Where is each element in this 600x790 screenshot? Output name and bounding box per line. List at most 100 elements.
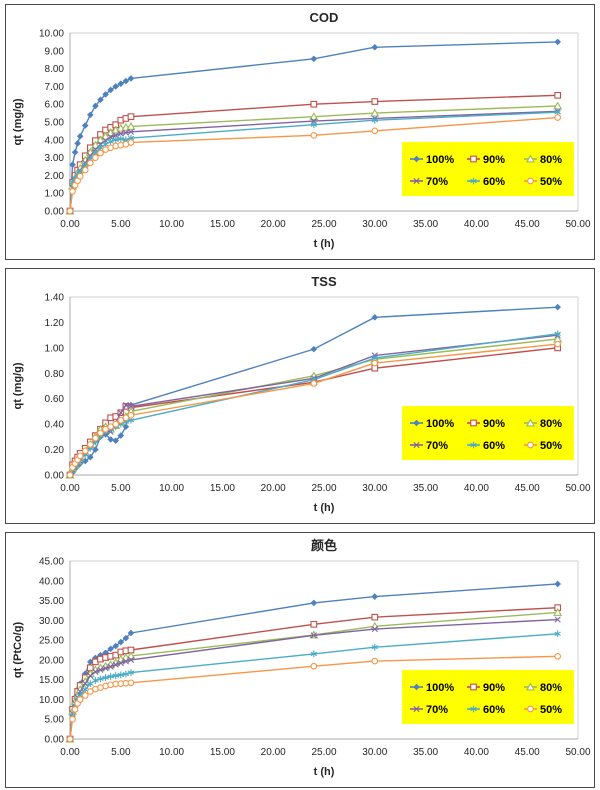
y-tick-label: 0.20 bbox=[45, 445, 65, 456]
legend-label: 50% bbox=[540, 440, 562, 452]
x-tick-label: 5.00 bbox=[111, 483, 131, 494]
x-tick-label: 35.00 bbox=[413, 219, 438, 230]
y-tick-label: 0.60 bbox=[45, 394, 65, 405]
y-tick-label: 0.80 bbox=[45, 369, 65, 380]
y-tick-label: 0.00 bbox=[45, 207, 65, 218]
y-tick-label: 15.00 bbox=[39, 675, 64, 686]
x-tick-label: 20.00 bbox=[261, 747, 286, 758]
x-tick-label: 50.00 bbox=[565, 483, 590, 494]
x-tick-label: 10.00 bbox=[159, 747, 184, 758]
x-tick-label: 5.00 bbox=[111, 747, 131, 758]
x-axis-title: t (h) bbox=[314, 238, 335, 250]
legend-label: 80% bbox=[540, 418, 562, 430]
x-tick-label: 10.00 bbox=[159, 219, 184, 230]
x-tick-label: 0.00 bbox=[60, 747, 80, 758]
y-tick-label: 1.00 bbox=[45, 189, 65, 200]
legend-item-80pct: 80% bbox=[524, 418, 562, 430]
x-tick-label: 20.00 bbox=[261, 483, 286, 494]
series-50pct bbox=[66, 340, 562, 479]
chart-legend: 100% 90% 80% 70% 60% 50% bbox=[402, 670, 574, 724]
y-axis-title: qt (mg/g) bbox=[12, 362, 24, 409]
y-tick-label: 5.00 bbox=[45, 118, 65, 129]
chart-panel-color: 颜色 0.00 5.00 10.00 15.00 20.00 25.00 30.00 35.00… bbox=[5, 532, 595, 788]
legend-item-60pct: 60% bbox=[467, 440, 505, 452]
x-axis-title: t (h) bbox=[314, 502, 335, 514]
y-tick-label: 0.00 bbox=[45, 471, 65, 482]
legend-label: 100% bbox=[426, 418, 454, 430]
x-tick-label: 25.00 bbox=[311, 219, 336, 230]
plot-border bbox=[70, 560, 579, 739]
x-tick-label: 0.00 bbox=[60, 219, 80, 230]
legend-item-90pct: 90% bbox=[467, 418, 505, 430]
x-tick-label: 50.00 bbox=[565, 747, 590, 758]
y-tick-label: 10.00 bbox=[39, 695, 64, 706]
y-axis-title: qt (PtCo/g) bbox=[12, 622, 24, 679]
series-50pct bbox=[66, 114, 562, 215]
y-axis-title: qt (mg/g) bbox=[12, 98, 24, 145]
y-tick-label: 1.40 bbox=[45, 293, 65, 304]
color-chart: 颜色 0.00 5.00 10.00 15.00 20.00 25.00 30.00 35.00… bbox=[12, 538, 591, 778]
x-tick-label: 25.00 bbox=[311, 747, 336, 758]
legend-label: 90% bbox=[483, 154, 505, 166]
legend-item-100pct: 100% bbox=[410, 418, 454, 430]
x-tick-label: 40.00 bbox=[464, 747, 489, 758]
chart-legend: 100% 90% 80% 70% 60% 50% bbox=[402, 406, 574, 460]
y-tick-label: 6.00 bbox=[45, 100, 65, 111]
x-tick-label: 25.00 bbox=[311, 483, 336, 494]
y-tick-label: 35.00 bbox=[39, 596, 64, 607]
legend-label: 90% bbox=[483, 682, 505, 694]
x-tick-label: 40.00 bbox=[464, 219, 489, 230]
legend-label: 60% bbox=[483, 704, 505, 716]
chart-title: COD bbox=[310, 10, 339, 25]
y-tick-label: 45.00 bbox=[39, 557, 64, 568]
series-50pct bbox=[66, 652, 562, 743]
x-tick-label: 45.00 bbox=[515, 747, 540, 758]
legend-label: 100% bbox=[426, 682, 454, 694]
x-tick-label: 50.00 bbox=[565, 219, 590, 230]
y-tick-label: 7.00 bbox=[45, 82, 65, 93]
x-tick-label: 20.00 bbox=[261, 219, 286, 230]
x-tick-label: 5.00 bbox=[111, 219, 131, 230]
y-tick-label: 0.00 bbox=[45, 735, 65, 746]
y-tick-label: 0.40 bbox=[45, 420, 65, 431]
legend-item-50pct: 50% bbox=[524, 440, 562, 452]
plot-border bbox=[70, 32, 579, 211]
x-tick-label: 15.00 bbox=[210, 483, 235, 494]
legend-item-90pct: 90% bbox=[467, 154, 505, 166]
legend-item-50pct: 50% bbox=[524, 704, 562, 716]
legend-item-60pct: 60% bbox=[467, 704, 505, 716]
legend-label: 60% bbox=[483, 440, 505, 452]
y-tick-label: 30.00 bbox=[39, 616, 64, 627]
legend-label: 50% bbox=[540, 176, 562, 188]
x-tick-label: 45.00 bbox=[515, 483, 540, 494]
legend-label: 70% bbox=[426, 704, 448, 716]
legend-item-50pct: 50% bbox=[524, 176, 562, 188]
legend-item-80pct: 80% bbox=[524, 154, 562, 166]
y-tick-label: 3.00 bbox=[45, 153, 65, 164]
x-tick-label: 10.00 bbox=[159, 483, 184, 494]
chart-title: TSS bbox=[311, 274, 337, 289]
legend-item-70pct: 70% bbox=[410, 176, 448, 188]
y-tick-label: 10.00 bbox=[39, 29, 64, 40]
legend-label: 70% bbox=[426, 440, 448, 452]
x-tick-label: 35.00 bbox=[413, 747, 438, 758]
cod-chart: COD 0.00 1.00 2.00 3.00 4.00 5.00 6.00 7.00 8.00 9… bbox=[12, 10, 591, 250]
legend-item-70pct: 70% bbox=[410, 704, 448, 716]
legend-label: 100% bbox=[426, 154, 454, 166]
legend-label: 80% bbox=[540, 682, 562, 694]
x-axis-title: t (h) bbox=[314, 766, 335, 778]
plot-border bbox=[70, 296, 579, 475]
y-tick-label: 8.00 bbox=[45, 64, 65, 75]
y-tick-label: 20.00 bbox=[39, 655, 64, 666]
x-tick-label: 30.00 bbox=[362, 747, 387, 758]
legend-label: 70% bbox=[426, 176, 448, 188]
x-tick-label: 15.00 bbox=[210, 219, 235, 230]
legend-item-100pct: 100% bbox=[410, 154, 454, 166]
x-tick-label: 30.00 bbox=[362, 483, 387, 494]
legend-item-80pct: 80% bbox=[524, 682, 562, 694]
legend-item-70pct: 70% bbox=[410, 440, 448, 452]
series-100pct bbox=[66, 38, 561, 215]
y-tick-label: 25.00 bbox=[39, 636, 64, 647]
x-tick-label: 15.00 bbox=[210, 747, 235, 758]
